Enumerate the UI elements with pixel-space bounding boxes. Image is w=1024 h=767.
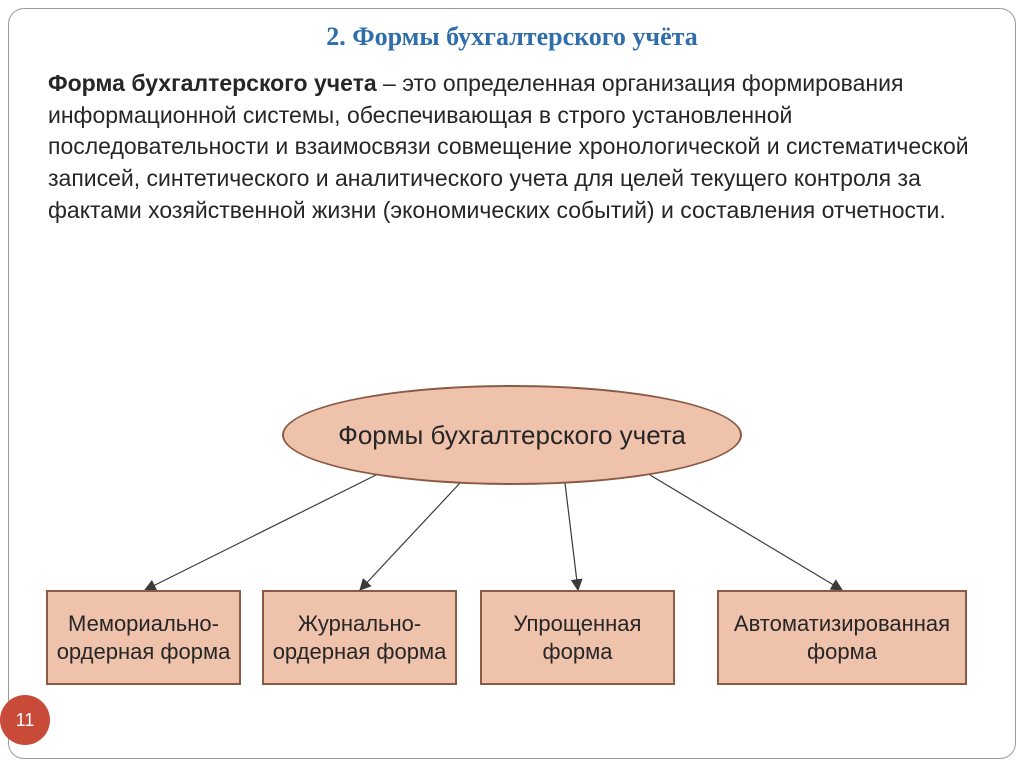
diagram-box: Мемориально-ордерная форма	[46, 590, 241, 685]
page-number-badge: 11	[0, 695, 50, 745]
diagram-root-ellipse: Формы бухгалтерского учета	[282, 385, 742, 485]
page-number: 11	[16, 710, 35, 731]
diagram-box: Упрощенная форма	[480, 590, 675, 685]
diagram-box: Автоматизированная форма	[717, 590, 967, 685]
forms-diagram: Формы бухгалтерского учета Мемориально-ор…	[0, 380, 1024, 710]
diagram-box: Журнально-ордерная форма	[262, 590, 457, 685]
